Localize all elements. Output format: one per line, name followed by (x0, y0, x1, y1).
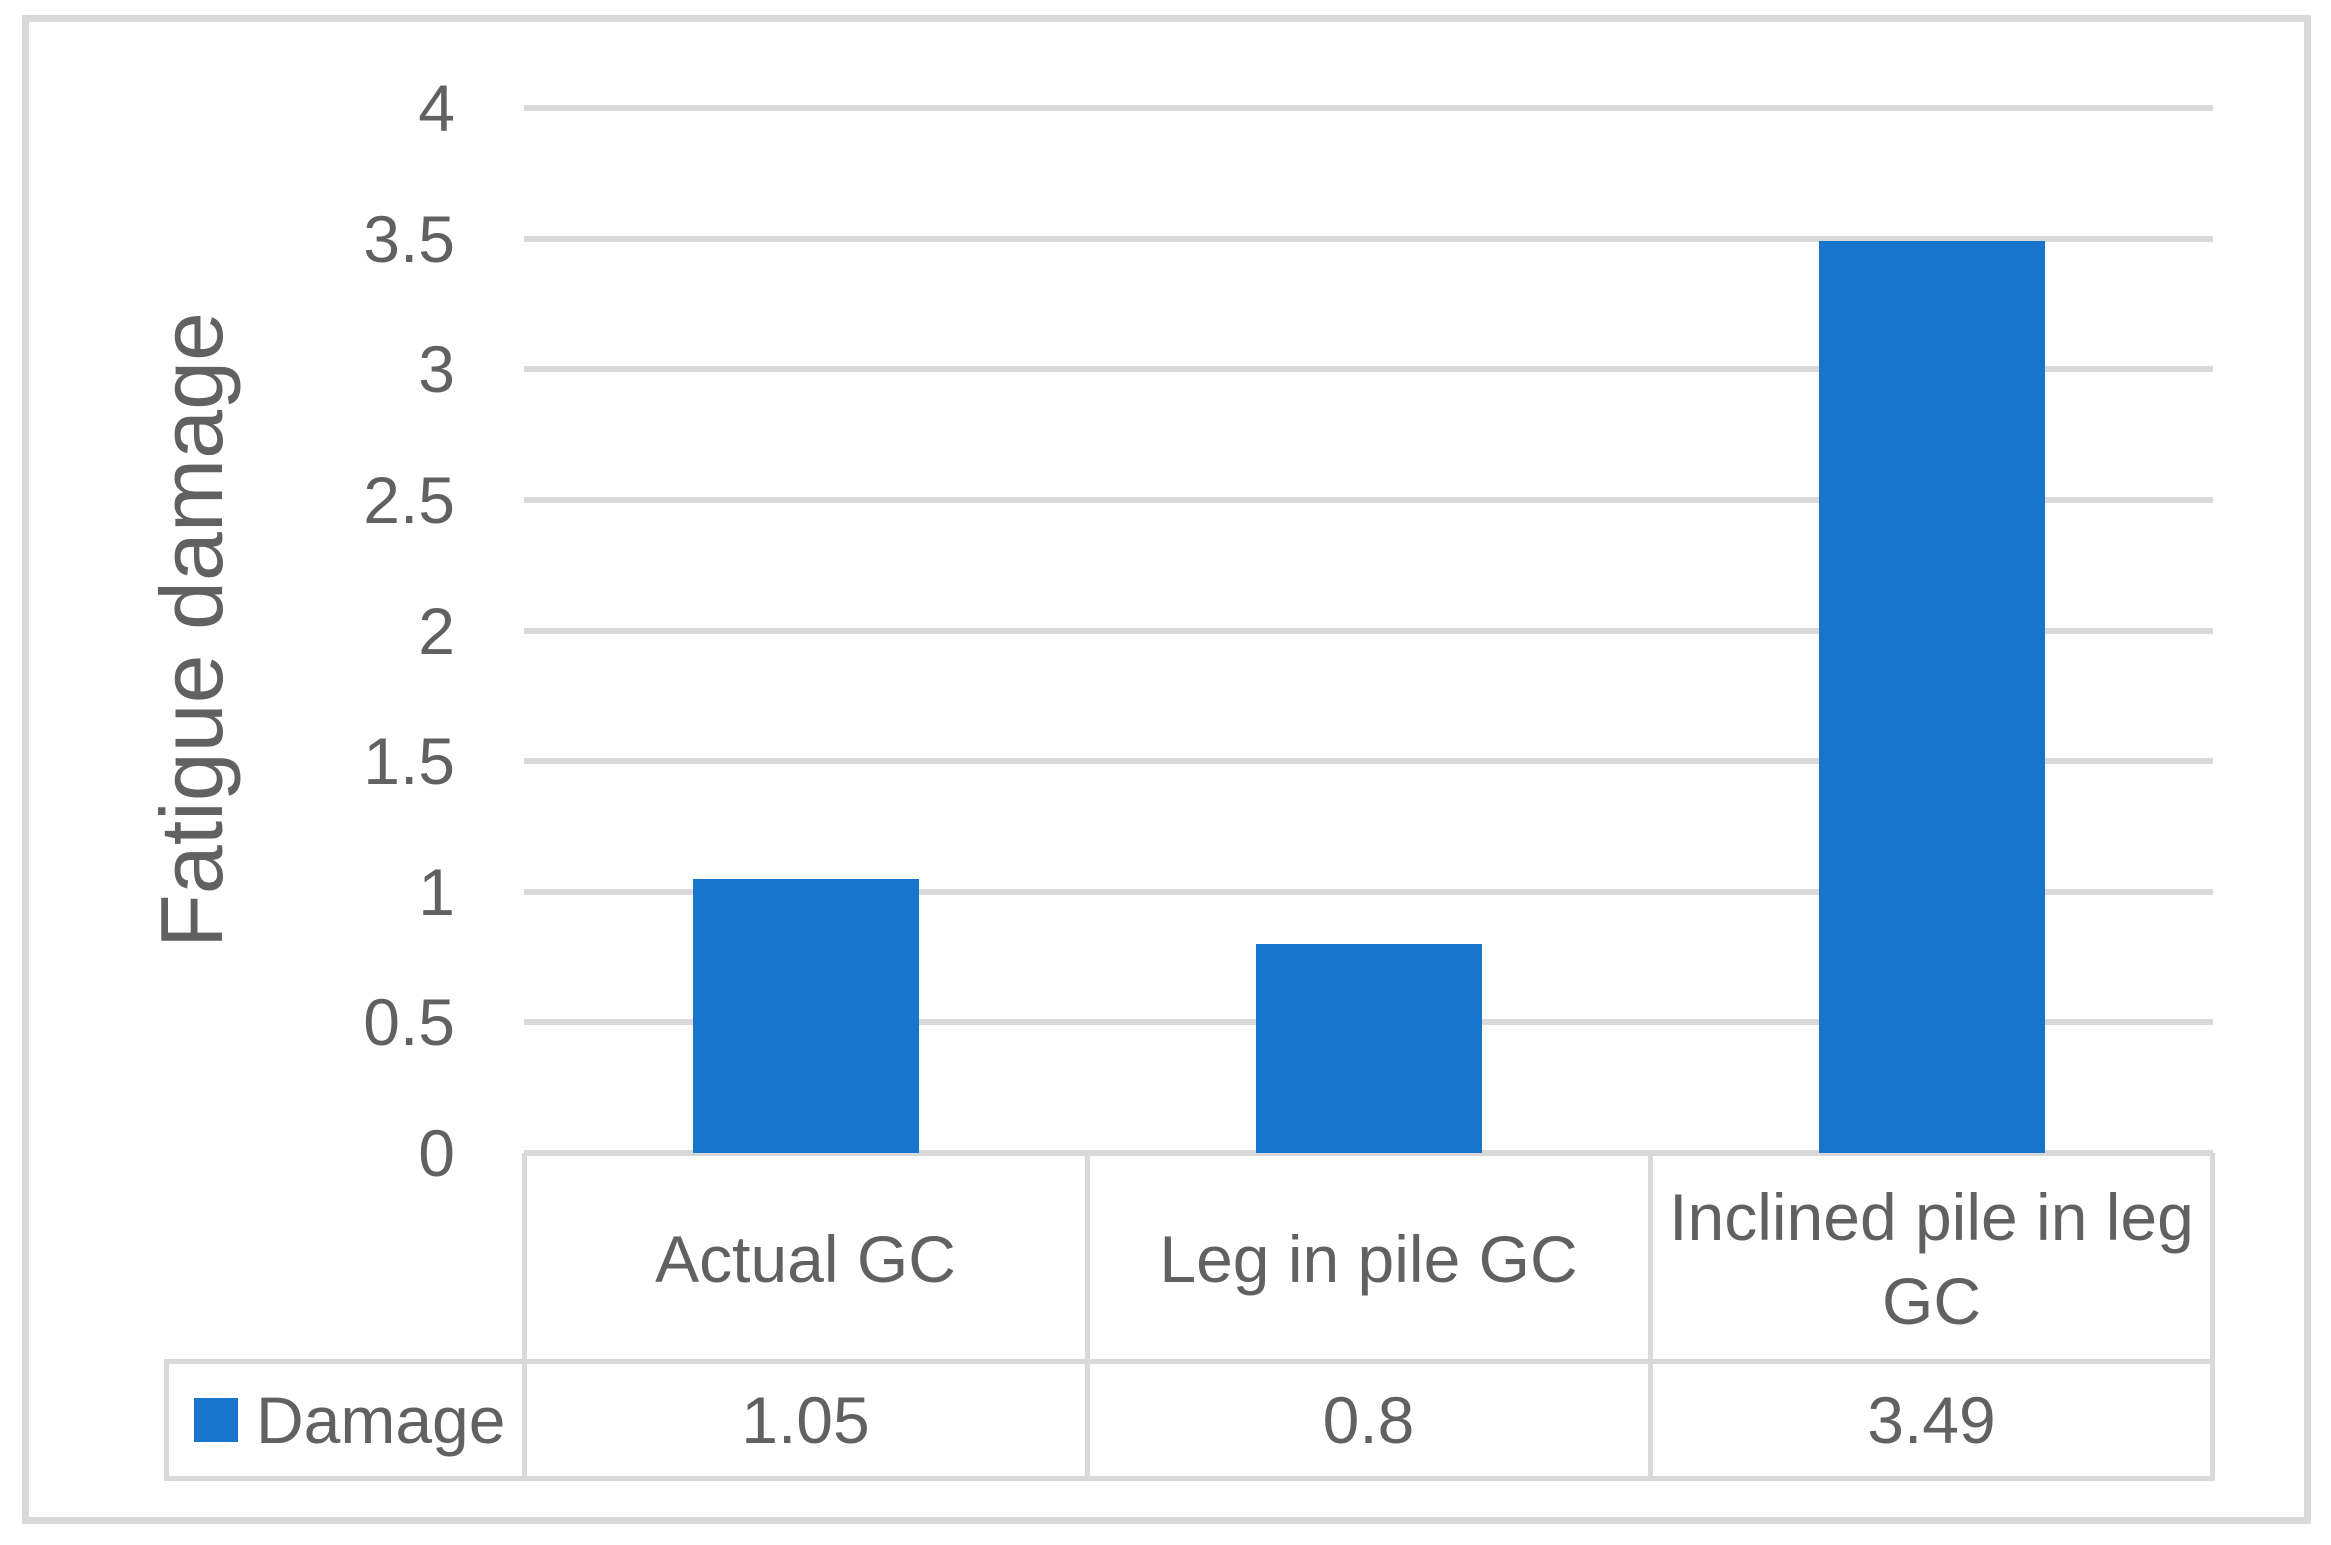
y-axis-tick-label: 1 (418, 854, 455, 929)
legend-label: Damage (256, 1382, 506, 1457)
gridline (524, 235, 2213, 242)
table-border (166, 1476, 2213, 1481)
y-axis-tick-label: 0.5 (363, 985, 455, 1060)
table-category-cell: Inclined pile in leg GC (1669, 1179, 2194, 1338)
y-axis-tick-label: 1.5 (363, 724, 455, 799)
gridline (524, 496, 2213, 503)
y-axis-tick-label: 2.5 (363, 462, 455, 537)
table-category-cell: Leg in pile GC (1159, 1221, 1578, 1296)
y-axis-tick-label: 2 (418, 593, 455, 668)
gridline (524, 366, 2213, 373)
table-value-cell: 1.05 (741, 1382, 870, 1457)
damage-series-swatch-icon (194, 1397, 238, 1442)
table-border (166, 1359, 2213, 1364)
bar-actual-gc (692, 878, 919, 1153)
table-border (164, 1359, 169, 1481)
table-border (1085, 1153, 1090, 1481)
legend-cell: Damage (166, 1364, 524, 1475)
table-border (2210, 1153, 2215, 1481)
gridline (524, 1150, 2213, 1156)
table-value-cell: 3.49 (1867, 1382, 1996, 1457)
table-category-cell: Actual GC (655, 1221, 956, 1296)
table-value-cell: 0.8 (1322, 1382, 1415, 1457)
y-axis-tick-label: 3 (418, 332, 455, 407)
gridline (524, 888, 2213, 895)
gridline (524, 758, 2213, 765)
bar-inclined-pile-in-leg-gc (1818, 241, 2045, 1153)
gridline (524, 105, 2213, 111)
y-axis-tick-label: 3.5 (363, 201, 455, 276)
gridline (524, 627, 2213, 634)
bar-leg-in-pile-gc (1255, 944, 1482, 1153)
y-axis-tick-label: 0 (418, 1116, 455, 1190)
table-border (1648, 1153, 1653, 1481)
chart-outer-border (22, 15, 2311, 1524)
table-border (522, 1153, 527, 1481)
y-axis-tick-label: 4 (418, 71, 455, 145)
